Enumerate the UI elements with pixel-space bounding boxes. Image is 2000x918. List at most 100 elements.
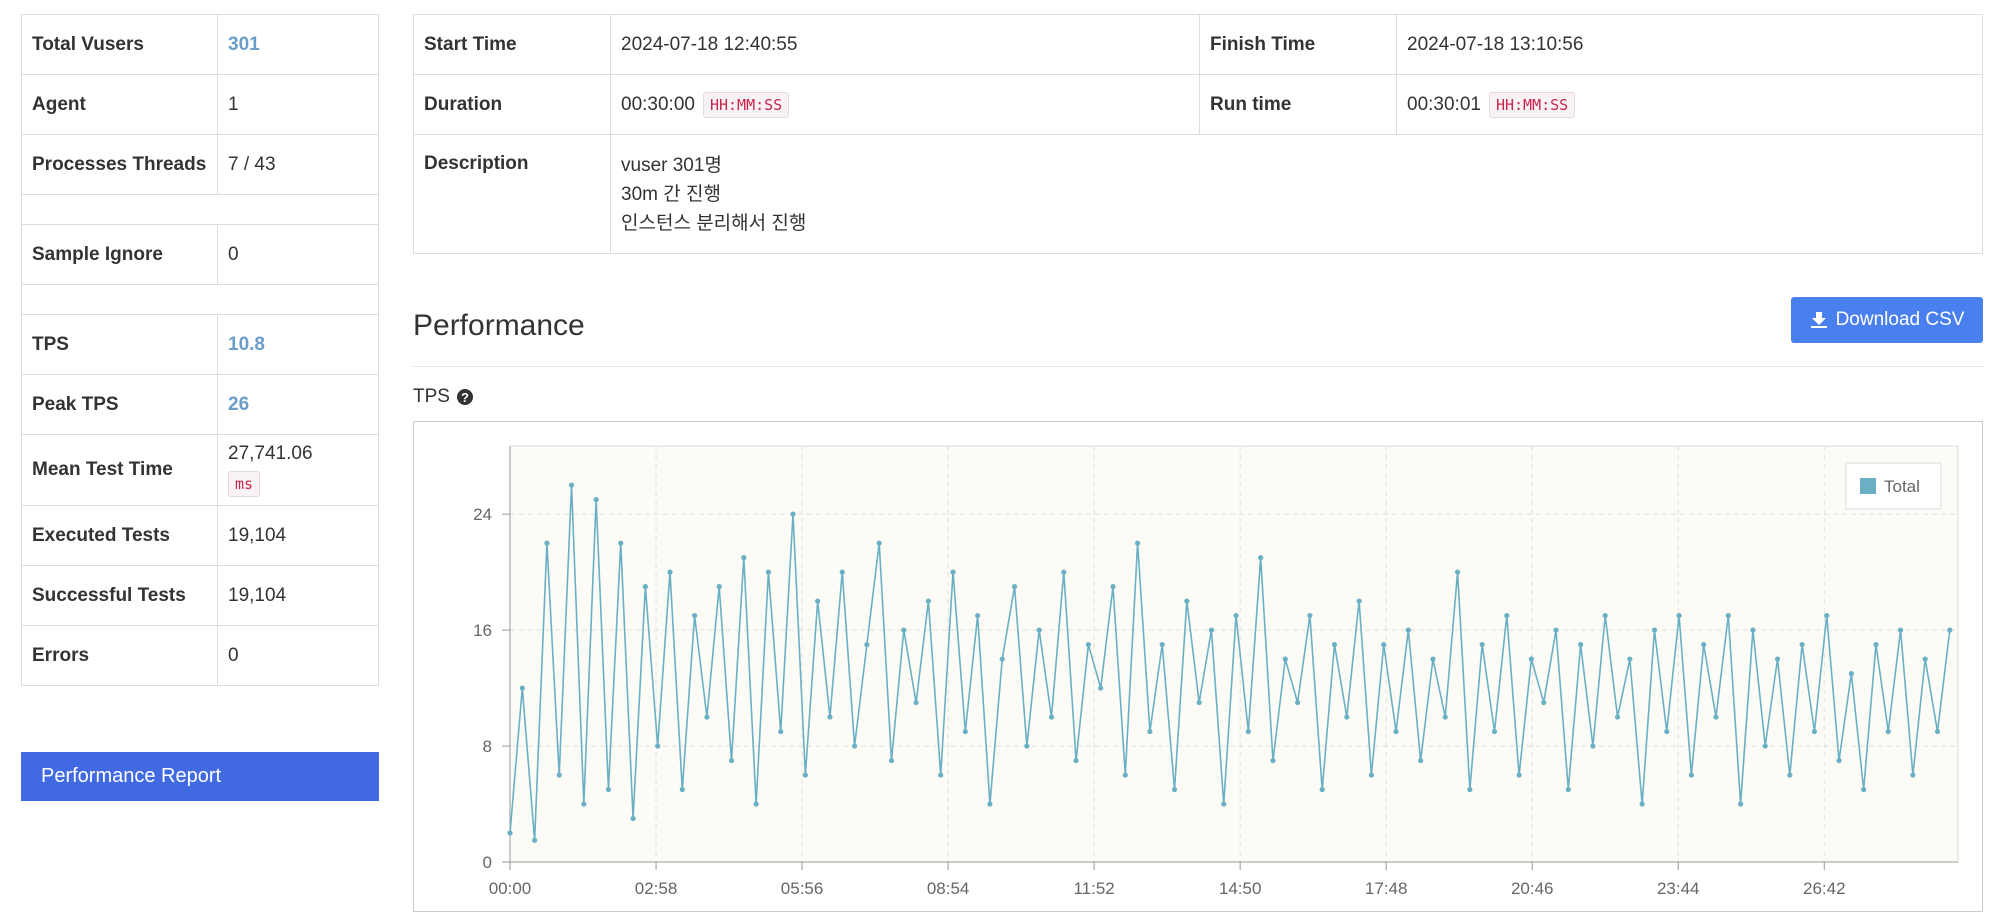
point bbox=[1676, 612, 1682, 619]
point bbox=[1799, 641, 1805, 648]
summary-row: Errors 0 bbox=[21, 625, 379, 686]
point bbox=[1578, 641, 1584, 648]
point bbox=[716, 583, 722, 590]
label: Peak TPS bbox=[21, 374, 218, 435]
point bbox=[1331, 641, 1338, 648]
label: Errors bbox=[21, 625, 218, 686]
download-csv-button[interactable]: Download CSV bbox=[1791, 297, 1983, 343]
description: vuser 301명 30m 간 진행 인스턴스 분리해서 진행 bbox=[610, 134, 1983, 254]
point bbox=[987, 801, 993, 807]
performance-report-button[interactable]: Performance Report bbox=[21, 752, 379, 801]
x-tick-label: 20:46 bbox=[1511, 879, 1554, 898]
point bbox=[1085, 641, 1091, 648]
chart: 0 8 16 24 00:00 02:58 05:56 08:54 11:52 14:50 17:4… bbox=[413, 421, 1983, 912]
label: Executed Tests bbox=[21, 505, 218, 566]
label: Successful Tests bbox=[21, 565, 218, 626]
series-line bbox=[509, 485, 1951, 841]
value: 301 bbox=[228, 33, 260, 55]
legend-swatch bbox=[1860, 478, 1876, 494]
point bbox=[975, 612, 981, 619]
point bbox=[1048, 714, 1055, 720]
point bbox=[1442, 714, 1448, 720]
separator bbox=[21, 284, 379, 315]
point bbox=[1836, 757, 1842, 764]
value: 2024-07-18 12:40:55 bbox=[610, 14, 1200, 75]
point bbox=[790, 511, 796, 517]
summary-row: Agent 1 bbox=[21, 74, 379, 135]
point bbox=[827, 714, 833, 720]
point bbox=[864, 641, 870, 648]
point bbox=[1737, 801, 1744, 807]
point bbox=[1750, 627, 1756, 633]
point bbox=[1294, 699, 1301, 706]
value-cell: 301 bbox=[217, 14, 379, 75]
point bbox=[1073, 757, 1079, 764]
summary-row: Executed Tests 19,104 bbox=[21, 505, 379, 566]
point bbox=[1947, 627, 1953, 633]
value-cell: 1 bbox=[217, 74, 379, 135]
point bbox=[519, 685, 525, 691]
value-cell: 19,104 bbox=[217, 565, 379, 626]
point bbox=[1504, 612, 1510, 619]
point bbox=[1344, 714, 1350, 720]
value-cell: 19,104 bbox=[217, 505, 379, 566]
x-tick-label: 00:00 bbox=[489, 879, 532, 898]
separator-row bbox=[21, 194, 379, 225]
x-tick-label: 26:42 bbox=[1803, 879, 1846, 898]
value: 2024-07-18 13:10:56 bbox=[1396, 14, 1983, 75]
point bbox=[1393, 728, 1399, 735]
legend-label: Total bbox=[1884, 477, 1920, 496]
point bbox=[753, 801, 759, 807]
point bbox=[1873, 641, 1879, 648]
point bbox=[1159, 641, 1165, 648]
point bbox=[1565, 786, 1571, 793]
value: 27,741.06 bbox=[228, 443, 313, 464]
point bbox=[1861, 786, 1867, 793]
label: Mean Test Time bbox=[21, 434, 218, 506]
download-icon bbox=[1810, 312, 1827, 328]
point bbox=[1541, 699, 1547, 706]
point bbox=[1614, 714, 1621, 720]
point bbox=[655, 743, 661, 749]
x-tick-label: 17:48 bbox=[1365, 879, 1408, 898]
value: 00:30:00 bbox=[621, 93, 695, 115]
point bbox=[1528, 656, 1534, 662]
value-cell: 27,741.06 ms bbox=[217, 434, 379, 506]
point bbox=[1233, 612, 1239, 619]
point bbox=[618, 540, 624, 546]
y-tick-label: 16 bbox=[473, 621, 492, 640]
point bbox=[1934, 728, 1941, 735]
point bbox=[913, 699, 919, 706]
point bbox=[1381, 641, 1387, 648]
point bbox=[568, 482, 575, 488]
value: 0 bbox=[228, 644, 239, 666]
label: Run time bbox=[1199, 74, 1397, 135]
y-tick-label: 24 bbox=[473, 505, 492, 524]
point bbox=[630, 815, 636, 822]
point bbox=[851, 743, 858, 749]
point bbox=[1516, 772, 1522, 778]
divider bbox=[413, 366, 1983, 367]
summary-row: Peak TPS 26 bbox=[21, 374, 379, 435]
point bbox=[581, 801, 587, 807]
point bbox=[1467, 786, 1473, 793]
x-tick-label: 23:44 bbox=[1657, 879, 1700, 898]
point bbox=[691, 612, 698, 619]
point bbox=[1774, 656, 1781, 662]
point bbox=[1787, 772, 1793, 778]
point bbox=[1602, 612, 1608, 619]
value: 19,104 bbox=[228, 524, 287, 546]
description-line: 인스턴스 분리해서 진행 bbox=[621, 213, 807, 234]
point bbox=[605, 786, 612, 793]
point bbox=[1454, 569, 1461, 575]
point bbox=[1824, 612, 1830, 619]
run-info-table: Start Time 2024-07-18 12:40:55 Finish Ti… bbox=[413, 14, 1983, 254]
point bbox=[667, 569, 673, 575]
point bbox=[1319, 786, 1325, 793]
chart-heading: TPS? bbox=[413, 386, 474, 408]
description-line: vuser 301명 bbox=[621, 155, 722, 176]
point bbox=[925, 598, 932, 604]
point bbox=[1221, 801, 1227, 807]
point bbox=[1885, 728, 1891, 735]
